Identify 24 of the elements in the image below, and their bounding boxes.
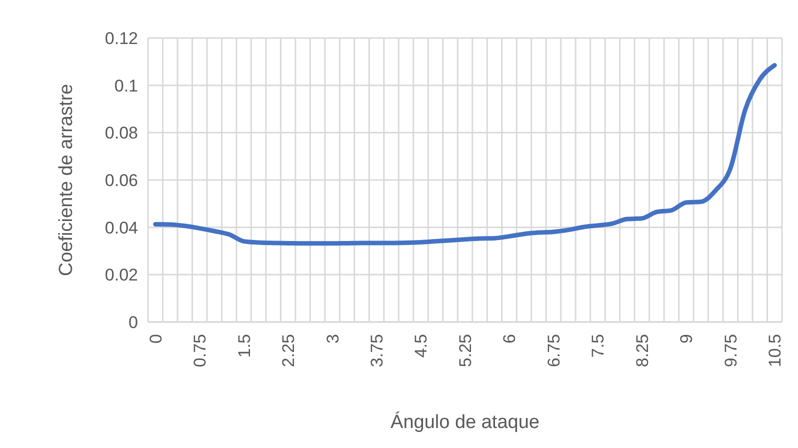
y-tick-label: 0.1 xyxy=(114,76,138,96)
y-tick-label: 0.02 xyxy=(104,266,138,285)
y-axis-title: Coeficiente de arrastre xyxy=(56,84,77,276)
y-tick-label: 0.04 xyxy=(104,218,138,238)
x-tick-label: 7.5 xyxy=(588,334,608,358)
x-tick-label: 2.25 xyxy=(279,334,298,368)
x-tick-label: 0 xyxy=(146,334,166,344)
line-series xyxy=(153,62,777,246)
x-tick-label: 5.25 xyxy=(456,334,475,368)
x-axis-title: Ángulo de ataque xyxy=(390,411,540,433)
y-tick-label: 0.08 xyxy=(104,124,138,143)
x-tick-label: 9 xyxy=(677,334,696,344)
y-tick-label: 0.06 xyxy=(104,170,138,190)
x-tick-label: 9.75 xyxy=(721,334,740,368)
x-tick-label: 3.75 xyxy=(367,334,386,368)
x-tick-label: 6 xyxy=(500,334,520,344)
x-tick-label: 3 xyxy=(323,334,342,344)
x-tick-label: 8.25 xyxy=(632,334,652,368)
x-tick-label: 1.5 xyxy=(234,334,254,358)
x-tick-label: 10.5 xyxy=(766,334,785,368)
x-tick-label: 4.5 xyxy=(412,334,431,358)
y-tick-label: 0.12 xyxy=(104,28,138,48)
x-tick-label: 6.75 xyxy=(544,334,564,368)
x-tick-label: 0.75 xyxy=(190,334,210,368)
